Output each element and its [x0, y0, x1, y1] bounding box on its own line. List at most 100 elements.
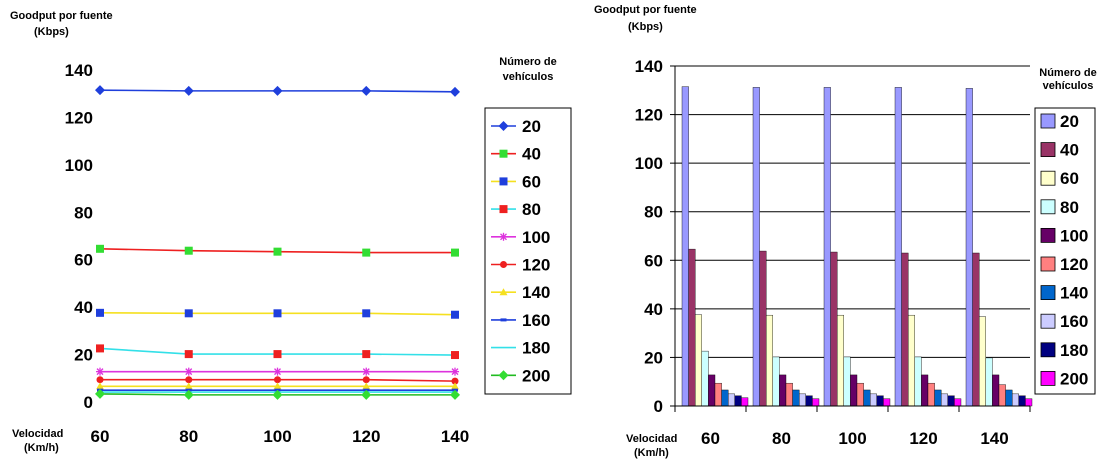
bar-20-140	[965, 88, 973, 407]
legend-swatch-80	[1040, 199, 1056, 215]
legend-marker-60	[499, 177, 508, 186]
legend-label-40: 40	[522, 145, 541, 164]
data-point-100	[184, 367, 193, 376]
right-y-axis-title-line1: Goodput por fuente	[594, 4, 697, 16]
bar-40-120	[901, 252, 909, 407]
right-axes: 0 20 40 60 80 100 120 140 60 80 100 120 140	[635, 57, 1031, 448]
right-y-tick-label: 100	[635, 154, 663, 173]
bar-180-140	[1018, 395, 1026, 407]
right-y-tick-label: 80	[644, 203, 663, 222]
data-point-100-stroke	[451, 368, 459, 376]
data-point-140	[184, 382, 193, 390]
bar-200-140	[1025, 398, 1033, 407]
data-point-120	[362, 376, 370, 384]
bar-140-60	[721, 389, 729, 407]
bar-60-80	[766, 314, 774, 407]
right-x-tick-label: 80	[772, 429, 791, 448]
data-point-100-stroke	[96, 368, 104, 376]
legend-label-200: 200	[1060, 369, 1088, 388]
legend-label-60: 60	[1060, 169, 1079, 188]
data-point-100	[96, 367, 104, 376]
bar-160-140	[1012, 393, 1020, 407]
bar-100-80	[779, 374, 787, 407]
data-point-20	[272, 85, 283, 96]
left-x-tick-label: 60	[91, 427, 110, 446]
legend-label-120: 120	[522, 256, 550, 275]
data-point-140	[96, 382, 104, 390]
data-point-120	[96, 376, 104, 384]
legend-swatch-160	[1040, 313, 1056, 329]
legend-label-200: 200	[522, 366, 550, 385]
left-y-axis-title-line2: (Kbps)	[34, 26, 69, 38]
legend-label-140: 140	[1060, 284, 1088, 303]
legend-label-120: 120	[1060, 255, 1088, 274]
left-y-tick-label: 80	[74, 203, 93, 222]
left-axes: 0 20 40 60 80 100 120 140 60 80 100 120 140	[65, 61, 470, 446]
data-point-140	[273, 382, 282, 390]
right-bars	[681, 86, 1033, 407]
data-point-40	[273, 247, 282, 256]
left-y-tick-label: 40	[74, 298, 93, 317]
bar-80-140	[985, 357, 993, 407]
bar-chart: Goodput por fuente (Kbps) Número de vehí…	[594, 4, 1097, 459]
left-x-tick-label: 140	[441, 427, 469, 446]
bar-40-80	[759, 250, 767, 407]
data-point-60	[273, 309, 282, 318]
data-point-80	[362, 350, 371, 359]
right-x-tick-label: 60	[701, 429, 720, 448]
data-point-140	[451, 382, 459, 390]
legend-label-140: 140	[522, 283, 550, 302]
bar-40-140	[972, 252, 980, 407]
data-point-40	[451, 248, 459, 257]
data-point-120	[274, 376, 281, 384]
right-y-axis-title-line2: (Kbps)	[628, 21, 663, 33]
data-point-20	[95, 85, 105, 96]
legend-swatch-60	[1040, 170, 1056, 186]
data-point-100-stroke	[185, 368, 193, 376]
legend-marker-80	[499, 205, 508, 214]
data-point-100-stroke	[274, 368, 281, 376]
legend-marker-200	[498, 370, 509, 381]
legend-marker-140	[499, 288, 508, 296]
legend-swatch-40	[1040, 142, 1056, 158]
legend-label-40: 40	[1060, 141, 1079, 160]
legend-marker-100-stroke	[500, 233, 507, 241]
legend-label-180: 180	[1060, 341, 1088, 360]
data-point-200	[361, 389, 372, 400]
right-legend-title-line1: Número de	[1039, 67, 1096, 79]
left-y-tick-label: 140	[65, 61, 93, 80]
data-point-100	[273, 367, 282, 376]
bar-160-120	[941, 393, 949, 407]
bar-60-60	[695, 314, 703, 407]
data-point-100	[362, 367, 371, 376]
bar-140-120	[934, 389, 942, 407]
data-point-200	[183, 389, 194, 400]
data-point-80	[184, 350, 193, 359]
bar-20-120	[894, 87, 902, 407]
right-x-axis-title-line1: Velocidad	[626, 433, 677, 445]
legend-marker-100	[499, 232, 508, 241]
bar-80-100	[843, 356, 851, 407]
legend-marker-120	[500, 261, 507, 268]
right-x-tick-label: 120	[909, 429, 937, 448]
bar-80-80	[772, 356, 780, 407]
data-point-120	[185, 376, 193, 384]
legend-label-160: 160	[1060, 312, 1088, 331]
legend-label-20: 20	[522, 117, 541, 136]
right-y-tick-label: 20	[644, 348, 663, 367]
legend-marker-40	[499, 149, 508, 158]
left-legend: 20 40 60 80 100 120 140 160 180 200	[484, 107, 572, 395]
data-point-80	[96, 344, 104, 353]
bar-20-80	[752, 87, 760, 407]
data-point-200	[450, 389, 460, 400]
left-x-axis-title-line1: Velocidad	[12, 428, 63, 440]
left-y-tick-label: 60	[74, 251, 93, 270]
bar-100-120	[921, 374, 929, 407]
right-x-tick-label: 100	[838, 429, 866, 448]
data-point-100-stroke	[362, 368, 370, 376]
data-point-40	[184, 246, 193, 255]
left-x-tick-label: 80	[179, 427, 198, 446]
bar-40-60	[688, 248, 696, 407]
right-x-axis-title-line2: (Km/h)	[634, 447, 669, 459]
